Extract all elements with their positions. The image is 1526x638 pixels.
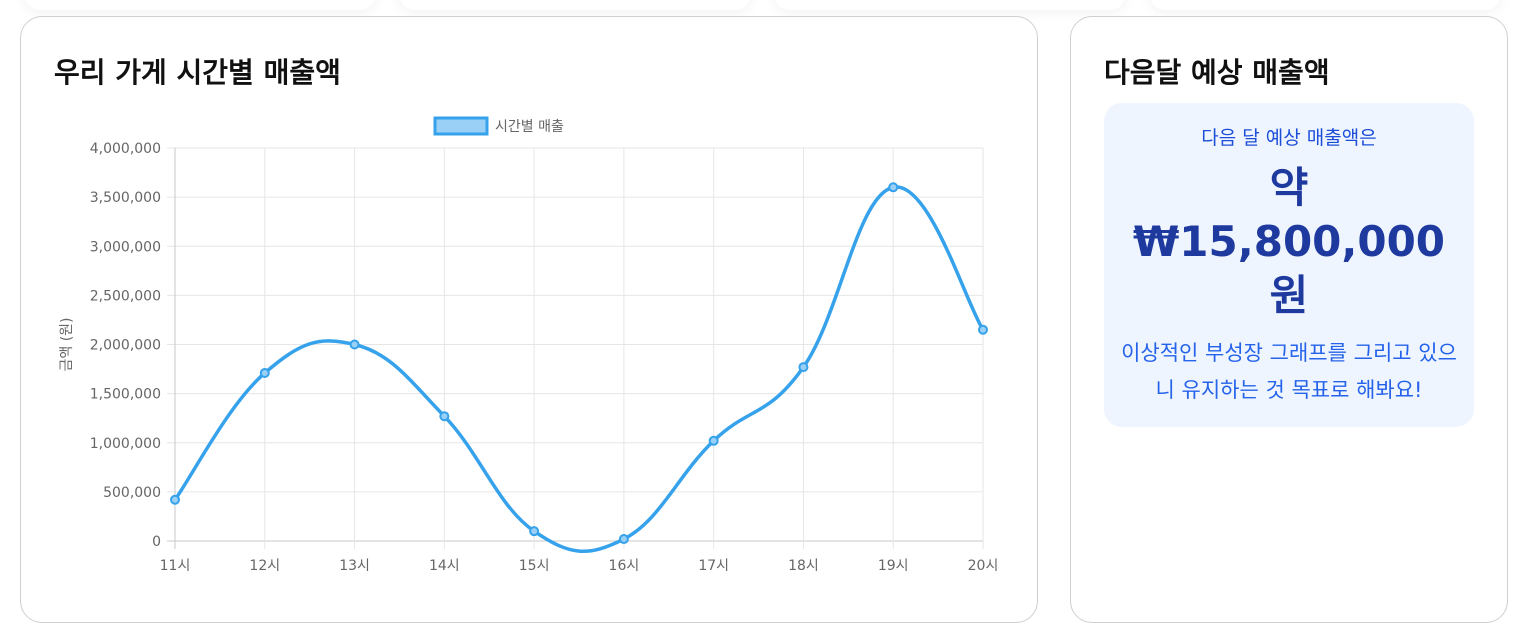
forecast-amount-value: ₩15,800,000 <box>1132 217 1446 266</box>
legend-label: 시간별 매출 <box>495 119 564 135</box>
forecast-intro: 다음 달 예상 매출액은 <box>1201 127 1377 149</box>
hourly-sales-title: 우리 가게 시간별 매출액 <box>54 56 341 89</box>
data-point <box>888 182 899 193</box>
forecast-title: 다음달 예상 매출액 <box>1104 56 1330 89</box>
top-card-stub-2 <box>400 0 750 10</box>
x-tick-label: 19시 <box>878 558 909 574</box>
data-point <box>439 411 450 422</box>
x-tick-label: 16시 <box>609 558 640 574</box>
series-line <box>173 185 985 554</box>
hourly-sales-chart: 0 500,000 1,000,000 1,500,000 2,000,000 2,500… <box>59 116 999 574</box>
data-point <box>618 534 629 545</box>
top-card-stub-1 <box>25 0 375 10</box>
x-tick-label: 13시 <box>339 558 370 574</box>
y-tick-label: 2,500,000 <box>90 288 161 304</box>
data-point <box>349 339 360 350</box>
data-point <box>170 494 180 505</box>
x-tick-label: 11시 <box>160 558 191 574</box>
legend-swatch <box>433 116 489 136</box>
forecast-card: 다음달 예상 매출액 다음 달 예상 매출액은 약 ₩15,800,000 원 … <box>1070 16 1508 623</box>
top-card-stub-4 <box>1150 0 1500 10</box>
y-tick-label: 3,500,000 <box>90 190 161 206</box>
x-tick-label: 20시 <box>968 558 999 574</box>
x-tick-label: 17시 <box>698 558 729 574</box>
y-tick-label: 500,000 <box>103 485 161 501</box>
data-point <box>529 526 540 537</box>
data-point <box>259 367 270 378</box>
forecast-note: 이상적인 부성장 그래프를 그리고 있으니 유지하는 것 목표로 해봐요! <box>1121 341 1457 402</box>
forecast-amount: 약 ₩15,800,000 원 <box>1104 161 1474 323</box>
data-point <box>978 324 988 335</box>
data-point <box>708 435 719 446</box>
y-tick-label: 4,000,000 <box>90 141 161 157</box>
data-point <box>798 362 809 373</box>
y-tick-label: 1,500,000 <box>90 387 161 403</box>
forecast-amount-suffix: 원 <box>1269 271 1309 320</box>
top-card-stub-3 <box>775 0 1125 10</box>
hourly-sales-card: 우리 가게 시간별 매출액 0 500,000 1,000,000 1,500,000… <box>20 16 1038 623</box>
x-tick-label: 14시 <box>429 558 460 574</box>
forecast-amount-prefix: 약 <box>1269 163 1309 212</box>
x-tick-label: 18시 <box>788 558 819 574</box>
y-tick-label: 2,000,000 <box>90 338 161 354</box>
y-axis-title: 금액 (원) <box>59 317 75 371</box>
forecast-box: 다음 달 예상 매출액은 약 ₩15,800,000 원 이상적인 부성장 그래… <box>1104 103 1474 427</box>
y-tick-label: 1,000,000 <box>90 436 161 452</box>
x-tick-label: 15시 <box>519 558 550 574</box>
x-tick-label: 12시 <box>249 558 280 574</box>
y-tick-label: 3,000,000 <box>90 239 161 255</box>
y-tick-label: 0 <box>152 534 161 550</box>
